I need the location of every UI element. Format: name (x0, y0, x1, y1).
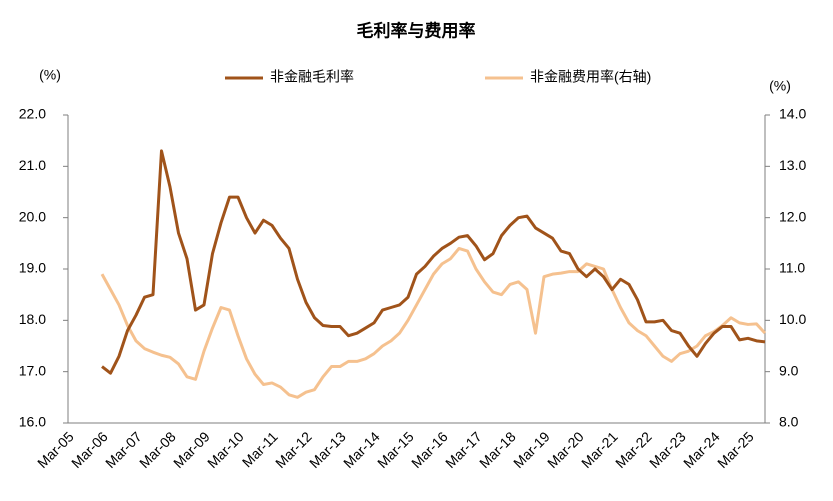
y2-tick-label: 8.0 (779, 414, 799, 430)
x-tick-label: Mar-07 (102, 428, 145, 471)
x-tick-label: Mar-21 (578, 428, 621, 471)
x-tick-label: Mar-08 (136, 428, 179, 471)
x-tick-label: Mar-14 (340, 428, 383, 471)
x-tick-label: Mar-18 (476, 428, 519, 471)
y-unit: (%) (39, 67, 61, 83)
x-tick-label: Mar-09 (170, 428, 213, 471)
legend-label: 非金融毛利率 (270, 69, 354, 85)
x-tick-label: Mar-15 (374, 428, 417, 471)
chart-title: 毛利率与费用率 (357, 20, 476, 40)
x-tick-label: Mar-05 (34, 428, 77, 471)
legend-label: 非金融费用率(右轴) (530, 69, 651, 85)
x-tick-label: Mar-25 (714, 428, 757, 471)
x-tick-label: Mar-19 (510, 428, 553, 471)
y2-tick-label: 13.0 (779, 157, 806, 173)
x-tick-label: Mar-20 (544, 428, 587, 471)
x-tick-label: Mar-06 (68, 428, 111, 471)
x-tick-label: Mar-23 (646, 428, 689, 471)
y-tick-label: 16.0 (19, 414, 46, 430)
y-tick-label: 21.0 (19, 157, 46, 173)
y2-tick-label: 11.0 (779, 260, 805, 276)
y2-tick-label: 9.0 (779, 362, 799, 378)
series-line (101, 149, 766, 375)
y2-tick-label: 10.0 (779, 311, 806, 327)
y-tick-label: 20.0 (19, 208, 46, 224)
y-tick-label: 18.0 (19, 311, 46, 327)
y-tick-label: 19.0 (19, 260, 46, 276)
y-tick-label: 17.0 (19, 362, 46, 378)
y2-tick-label: 14.0 (779, 106, 806, 122)
y-tick-label: 22.0 (19, 106, 46, 122)
x-tick-label: Mar-24 (680, 428, 723, 471)
x-tick-label: Mar-10 (204, 428, 247, 471)
x-tick-label: Mar-22 (612, 428, 655, 471)
y2-tick-label: 12.0 (779, 208, 806, 224)
y2-unit: (%) (769, 78, 791, 94)
x-tick-label: Mar-16 (408, 428, 451, 471)
series-line (100, 246, 767, 399)
x-tick-label: Mar-12 (272, 428, 315, 471)
x-tick-label: Mar-11 (239, 428, 281, 470)
x-tick-label: Mar-17 (442, 428, 485, 471)
x-tick-label: Mar-13 (306, 428, 349, 471)
